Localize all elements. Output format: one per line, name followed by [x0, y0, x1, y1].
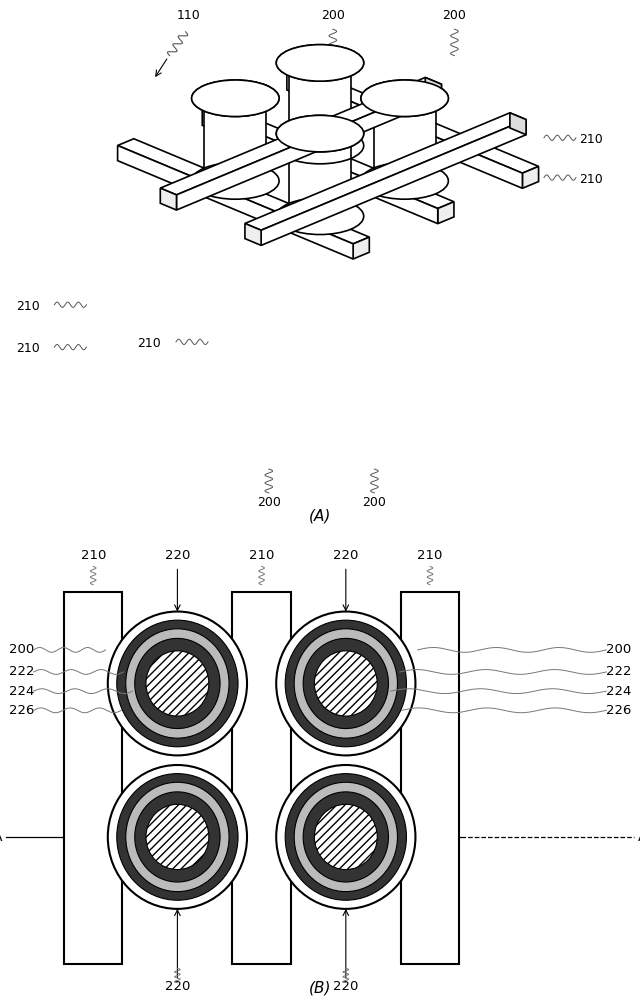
- Polygon shape: [522, 166, 539, 188]
- Text: (A): (A): [309, 508, 331, 523]
- Polygon shape: [289, 121, 351, 229]
- Text: 210: 210: [16, 300, 40, 313]
- Text: 200: 200: [9, 643, 34, 656]
- Text: 210: 210: [81, 549, 106, 562]
- Polygon shape: [202, 110, 438, 224]
- Polygon shape: [118, 139, 369, 244]
- Ellipse shape: [276, 115, 364, 152]
- Text: 210: 210: [579, 173, 603, 186]
- Polygon shape: [204, 85, 266, 194]
- Polygon shape: [425, 77, 442, 99]
- Ellipse shape: [294, 629, 397, 738]
- Polygon shape: [202, 103, 454, 209]
- Text: 226: 226: [605, 704, 631, 717]
- Bar: [64, 592, 122, 964]
- Ellipse shape: [276, 45, 364, 81]
- Ellipse shape: [276, 115, 364, 152]
- Ellipse shape: [276, 45, 364, 81]
- Ellipse shape: [191, 80, 279, 117]
- Text: 220: 220: [164, 549, 190, 562]
- Text: A: A: [0, 830, 3, 844]
- Text: 110: 110: [177, 9, 201, 22]
- Text: 210: 210: [16, 342, 40, 355]
- Ellipse shape: [361, 80, 449, 117]
- Text: 200: 200: [257, 496, 281, 509]
- Text: 210: 210: [579, 133, 603, 146]
- Ellipse shape: [116, 774, 238, 900]
- Ellipse shape: [285, 620, 406, 747]
- Text: A: A: [637, 830, 640, 844]
- Ellipse shape: [146, 804, 209, 870]
- Ellipse shape: [146, 651, 209, 716]
- Polygon shape: [160, 77, 442, 195]
- Ellipse shape: [135, 638, 220, 729]
- Polygon shape: [118, 145, 353, 259]
- Text: 200: 200: [606, 643, 631, 656]
- Text: 200: 200: [362, 496, 387, 509]
- Polygon shape: [374, 85, 436, 194]
- Polygon shape: [289, 50, 351, 158]
- Ellipse shape: [135, 792, 220, 882]
- Text: 222: 222: [9, 665, 35, 678]
- Text: 222: 222: [605, 665, 631, 678]
- Ellipse shape: [361, 163, 449, 199]
- Ellipse shape: [191, 163, 279, 199]
- Ellipse shape: [361, 80, 449, 117]
- Ellipse shape: [276, 765, 415, 909]
- Ellipse shape: [303, 792, 388, 882]
- Ellipse shape: [108, 612, 247, 755]
- Polygon shape: [510, 113, 526, 135]
- Polygon shape: [287, 75, 522, 188]
- Ellipse shape: [314, 651, 377, 716]
- Text: 200: 200: [442, 9, 467, 22]
- Ellipse shape: [303, 638, 388, 729]
- Polygon shape: [245, 223, 261, 245]
- Ellipse shape: [294, 782, 397, 892]
- Polygon shape: [287, 68, 539, 173]
- Polygon shape: [177, 84, 442, 210]
- Ellipse shape: [276, 127, 364, 164]
- Polygon shape: [261, 120, 526, 245]
- Ellipse shape: [314, 804, 377, 870]
- Text: 226: 226: [9, 704, 35, 717]
- Text: 224: 224: [605, 685, 631, 698]
- Ellipse shape: [276, 612, 415, 755]
- Text: 210: 210: [417, 549, 443, 562]
- Text: 210: 210: [138, 337, 161, 350]
- Ellipse shape: [125, 629, 229, 738]
- Ellipse shape: [191, 80, 279, 117]
- Ellipse shape: [125, 782, 229, 892]
- Text: (B): (B): [308, 980, 332, 995]
- Text: 200: 200: [321, 9, 345, 22]
- Text: 220: 220: [333, 980, 358, 993]
- Text: 210: 210: [249, 549, 275, 562]
- Ellipse shape: [116, 620, 238, 747]
- Polygon shape: [245, 113, 526, 230]
- Bar: [232, 592, 291, 964]
- Ellipse shape: [276, 198, 364, 235]
- Text: 220: 220: [164, 980, 190, 993]
- Polygon shape: [160, 188, 177, 210]
- Polygon shape: [438, 202, 454, 224]
- Text: 224: 224: [9, 685, 35, 698]
- Text: 220: 220: [333, 549, 358, 562]
- Ellipse shape: [285, 774, 406, 900]
- Ellipse shape: [108, 765, 247, 909]
- Bar: [401, 592, 460, 964]
- Polygon shape: [353, 237, 369, 259]
